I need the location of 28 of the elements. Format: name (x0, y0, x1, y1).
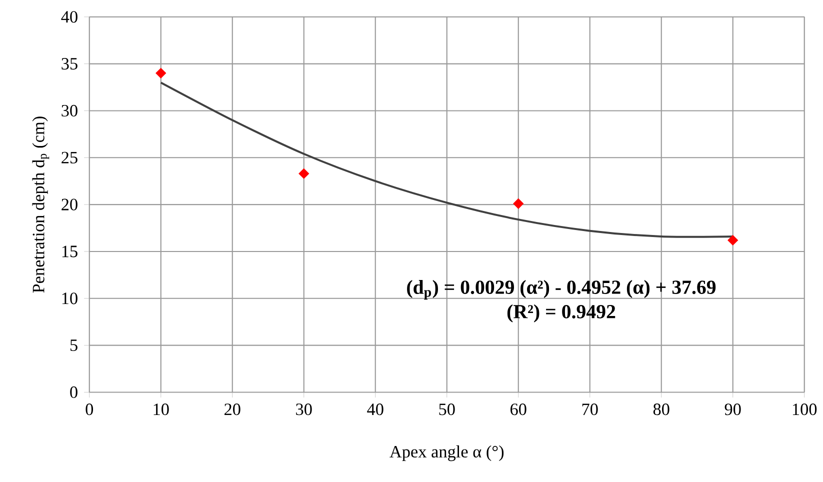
annotation: (R²) = 0.9492 (507, 304, 616, 323)
point (513, 198, 524, 210)
y-axis-title: Penetration depth d$_{p}$ (cm) (32, 116, 50, 293)
x-tick-label: 20 (224, 404, 240, 416)
x-tick-label: 100 (792, 404, 817, 416)
x-tick-label: 10 (154, 404, 169, 416)
point (156, 68, 166, 79)
x-tick-label: 40 (367, 404, 384, 416)
y-tick-label: 35 (62, 58, 78, 70)
point (298, 168, 310, 180)
x-tick-label: 70 (582, 404, 598, 416)
x-tick-label: 90 (724, 404, 741, 416)
point (728, 235, 738, 246)
x-axis-title: Apex angle α (°) (390, 446, 504, 462)
annotation: (d$_{p}$) = 0.0029 (α²) - 0.4952 (α) + 37.69 (407, 280, 716, 300)
y-tick-label: 0 (70, 386, 78, 398)
y-tick-label: 25 (62, 152, 78, 164)
y-tick-label: 10 (62, 292, 78, 304)
y-tick-label: 20 (62, 198, 78, 211)
y-tick-label: 30 (62, 105, 78, 117)
y-tick-label: 15 (62, 246, 78, 258)
x-tick-label: 50 (439, 404, 455, 416)
y-tick-label: 40 (61, 11, 78, 23)
y-tick-label: 5 (70, 340, 78, 352)
x-tick-label: 60 (510, 404, 526, 416)
x-tick-label: 0 (86, 404, 94, 416)
x-tick-label: 80 (653, 404, 670, 416)
x-tick-label: 30 (296, 404, 312, 416)
